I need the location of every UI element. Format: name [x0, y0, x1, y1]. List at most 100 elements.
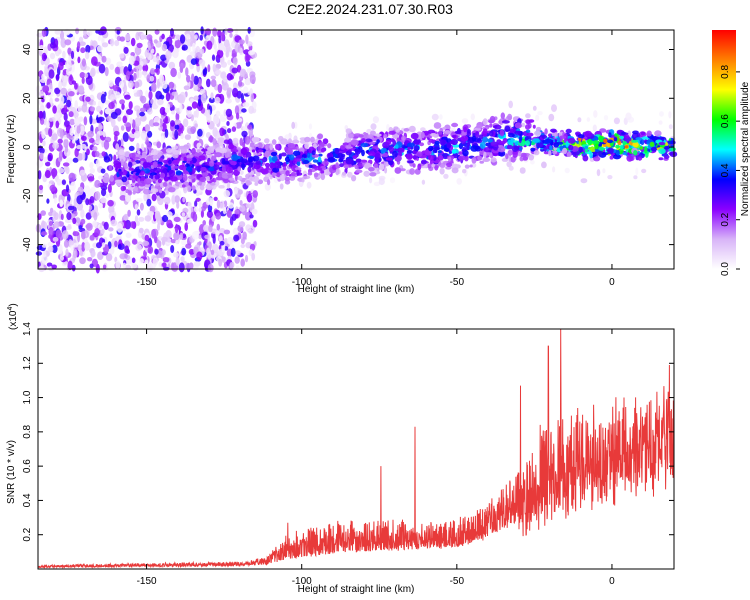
heatmap-cell [562, 147, 568, 155]
heatmap-cell [220, 31, 225, 42]
heatmap-cell [163, 196, 171, 205]
heatmap-cell [398, 147, 405, 153]
heatmap-cell [125, 70, 130, 81]
heatmap-cell [242, 102, 250, 108]
heatmap-cell [181, 212, 186, 217]
heatmap-cell [280, 138, 288, 145]
heatmap-cell [141, 70, 148, 76]
heatmap-cell [347, 171, 353, 178]
heatmap-cell [635, 137, 643, 141]
heatmap-cell [251, 208, 258, 215]
heatmap-cell [36, 32, 43, 38]
heatmap-cell [48, 226, 54, 237]
heatmap-cell [482, 118, 488, 126]
heatmap-cell [206, 147, 212, 155]
heatmap-cell [199, 176, 207, 183]
heatmap-cell [519, 167, 526, 174]
heatmap-cell [512, 151, 518, 158]
heatmap-cell [147, 42, 151, 51]
heatmap-cell [42, 110, 46, 120]
heatmap-cell [293, 139, 299, 144]
heatmap-cell [408, 125, 416, 133]
heatmap-cell [57, 49, 62, 55]
heatmap-cell [245, 180, 251, 186]
heatmap-cell [294, 121, 298, 129]
heatmap-cell [155, 181, 160, 187]
heatmap-cell [368, 167, 375, 172]
heatmap-cell [117, 243, 122, 250]
heatmap-cell [608, 132, 612, 138]
heatmap-cell [147, 246, 154, 254]
heatmap-cell [177, 71, 182, 79]
heatmap-cell [279, 183, 284, 190]
heatmap-cell [128, 55, 135, 66]
heatmap-cell [210, 92, 214, 100]
heatmap-cell [658, 157, 664, 161]
figure-title: C2E2.2024.231.07.30.R03 [287, 1, 453, 17]
heatmap-cell [64, 39, 72, 46]
heatmap-cell [135, 244, 142, 252]
heatmap-cell [212, 115, 220, 125]
heatmap-cell [131, 182, 136, 187]
heatmap-cell [614, 133, 618, 137]
heatmap-cell [67, 194, 71, 203]
heatmap-cell [603, 115, 609, 121]
heatmap-cell [358, 134, 364, 138]
heatmap-cell [176, 201, 180, 209]
heatmap-cell [86, 30, 93, 37]
heatmap-cell [507, 133, 515, 138]
heatmap-cell [624, 134, 630, 139]
heatmap-cell [320, 173, 325, 181]
heatmap-cell [475, 125, 482, 129]
heatmap-cell [132, 190, 136, 195]
heatmap-cell [427, 129, 436, 134]
heatmap-cell [222, 182, 228, 191]
heatmap-cell [79, 72, 86, 79]
heatmap-cell [60, 38, 67, 48]
heatmap-cell [247, 166, 252, 173]
heatmap-cell [317, 133, 324, 140]
heatmap-cell [320, 148, 325, 153]
heatmap-cell [492, 125, 498, 129]
heatmap-cell [79, 41, 86, 46]
heatmap-cell [240, 243, 246, 249]
heatmap-cell [136, 42, 143, 49]
heatmap-cell [284, 146, 289, 152]
heatmap-cell [239, 205, 246, 212]
heatmap-cell [114, 240, 118, 247]
heatmap-cell [180, 148, 187, 154]
heatmap-cell [172, 150, 180, 155]
heatmap-cell [227, 151, 232, 158]
heatmap-cell [62, 230, 69, 240]
heatmap-cell [110, 38, 115, 47]
heatmap-cell [354, 164, 359, 170]
heatmap-cell [76, 145, 83, 150]
heatmap-cell [522, 156, 529, 161]
heatmap-cell [208, 160, 215, 167]
heatmap-cell [179, 232, 184, 240]
heatmap-cell [67, 260, 73, 271]
heatmap-cell [41, 98, 45, 103]
heatmap-cell [210, 75, 216, 80]
heatmap-cell [144, 49, 150, 58]
heatmap-cell [39, 147, 45, 154]
y-tick-label: 0.4 [22, 493, 33, 507]
heatmap-cell [41, 129, 46, 140]
heatmap-cell [231, 154, 239, 162]
heatmap-cell [193, 83, 199, 92]
y-tick-label: 40 [22, 44, 33, 56]
heatmap-cell [360, 142, 369, 148]
heatmap-cell [156, 141, 162, 149]
heatmap-cell [271, 155, 278, 162]
heatmap-cell [189, 51, 196, 57]
heatmap-cell [186, 185, 192, 193]
heatmap-cell [114, 91, 121, 99]
heatmap-cell [213, 164, 220, 170]
heatmap-cell [41, 28, 47, 38]
heatmap-cell [162, 257, 170, 263]
heatmap-y-ticks: -40 -20 0 20 40 [22, 44, 674, 252]
heatmap-cell [229, 32, 233, 38]
heatmap-cell [405, 153, 413, 160]
heatmap-cell [566, 151, 572, 158]
heatmap-cell [261, 168, 269, 175]
